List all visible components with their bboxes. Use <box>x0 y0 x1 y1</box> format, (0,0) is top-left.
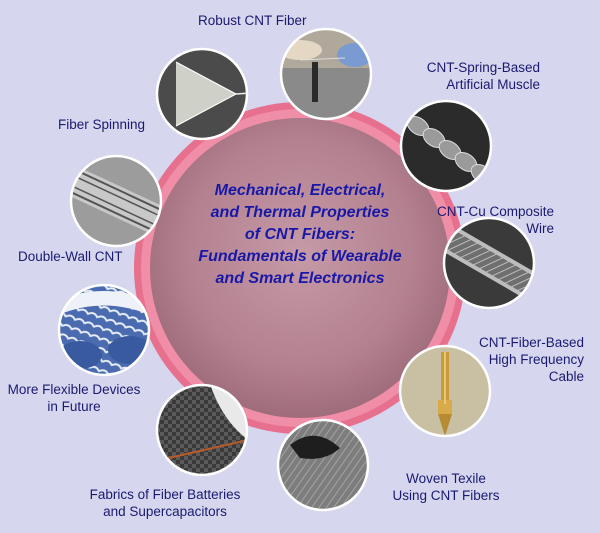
label-text: High Frequency <box>488 352 584 367</box>
hf-cable-photo <box>398 344 492 438</box>
label-text: Double-Wall CNT <box>18 249 123 264</box>
spring-muscle-photo <box>399 99 493 193</box>
woven-textile-photo <box>276 418 370 512</box>
label-text: and Supercapacitors <box>103 504 227 519</box>
label-text: Robust CNT Fiber <box>198 13 307 28</box>
label-text: CNT-Spring-Based <box>426 60 540 75</box>
center-title-line: of CNT Fibers: <box>244 226 356 243</box>
label-text: in Future <box>47 399 101 414</box>
center-title-line: Mechanical, Electrical, <box>214 182 386 199</box>
label-text: Wire <box>526 221 554 236</box>
label-flexible-devices: More Flexible Devices in Future <box>0 381 148 415</box>
label-hf-cable: CNT-Fiber-Based High Frequency Cable <box>466 334 584 385</box>
label-text: CNT-Cu Composite <box>436 204 554 219</box>
label-double-wall-cnt: Double-Wall CNT <box>18 248 123 265</box>
label-text: Artificial Muscle <box>446 77 540 92</box>
cu-composite-wire-photo <box>442 216 536 310</box>
label-robust-cnt-fiber: Robust CNT Fiber <box>198 12 307 29</box>
center-title-line: and Thermal Properties <box>210 204 390 221</box>
label-text: Cable <box>548 369 584 384</box>
label-fabrics: Fabrics of Fiber Batteries and Supercapa… <box>60 486 270 520</box>
center-title: Mechanical, Electrical, and Thermal Prop… <box>190 180 410 290</box>
label-text: Fiber Spinning <box>58 117 146 132</box>
label-text: More Flexible Devices <box>7 382 141 397</box>
label-text: CNT-Fiber-Based <box>478 335 584 350</box>
label-fiber-spinning: Fiber Spinning <box>58 116 145 133</box>
label-text: Woven Texile <box>406 471 486 486</box>
label-text: Fabrics of Fiber Batteries <box>89 487 241 502</box>
double-wall-cnt-photo <box>69 154 163 248</box>
fiber-spinning-photo <box>155 47 249 141</box>
label-spring-muscle: CNT-Spring-Based Artificial Muscle <box>410 59 540 93</box>
center-title-line: Fundamentals of Wearable <box>198 248 402 265</box>
label-woven-textile: Woven Texile Using CNT Fibers <box>376 470 516 504</box>
fabrics-photo <box>155 383 249 477</box>
label-text: Using CNT Fibers <box>392 488 500 503</box>
label-cu-composite: CNT-Cu Composite Wire <box>434 203 554 237</box>
center-title-line: and Smart Electronics <box>215 270 385 287</box>
center-circle <box>134 102 466 434</box>
